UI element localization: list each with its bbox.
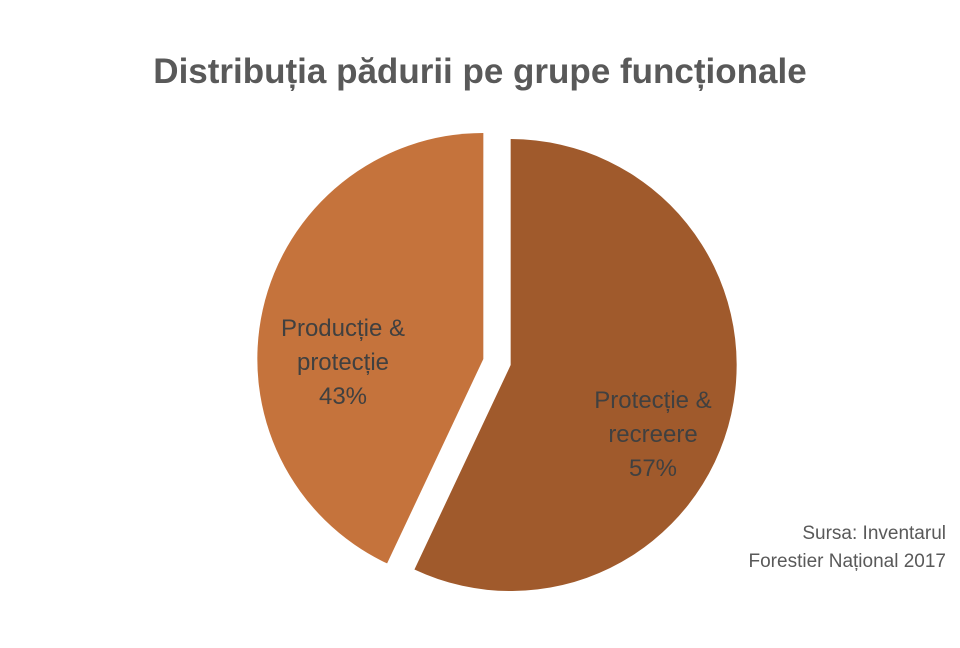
slice-label-productie: Producție & protecție 43% [238, 312, 448, 414]
source-line-2: Forestier Național 2017 [748, 551, 947, 572]
slice-name-line-2: recreere [608, 421, 698, 448]
chart-title: Distribuția pădurii pe grupe funcționale [153, 52, 807, 91]
slice-label-protectie: Protecție & recreere 57% [548, 384, 758, 486]
slice-name-line-2: protecție [296, 349, 390, 376]
pie-slice-1 [257, 132, 484, 564]
slice-percent: 43% [318, 383, 368, 410]
source-line-1: Sursa: Inventarul [802, 523, 946, 544]
slice-name-line-1: Producție & [280, 315, 406, 342]
source-note: Sursa: Inventarul Forestier Național 201… [749, 520, 947, 576]
slice-percent: 57% [628, 455, 678, 482]
slice-name-line-1: Protecție & [594, 387, 712, 414]
pie-slice-0 [414, 139, 737, 592]
